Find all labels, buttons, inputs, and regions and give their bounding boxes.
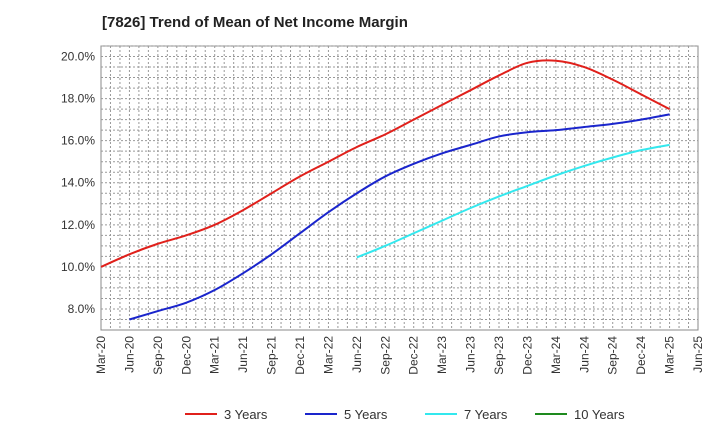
x-tick-label: Dec-21 bbox=[293, 336, 307, 375]
x-tick-label: Mar-22 bbox=[321, 336, 335, 374]
x-tick-label: Jun-23 bbox=[464, 336, 478, 373]
x-tick-label: Sep-21 bbox=[265, 336, 279, 375]
x-tick-label: Jun-22 bbox=[350, 336, 364, 373]
y-tick-label: 14.0% bbox=[61, 176, 95, 190]
x-tick-label: Mar-21 bbox=[208, 336, 222, 374]
series-line-3 bbox=[356, 143, 670, 259]
series-line-1 bbox=[100, 59, 671, 268]
series-line-2 bbox=[129, 113, 670, 321]
x-tick-label: Mar-24 bbox=[549, 336, 563, 374]
x-tick-label: Mar-23 bbox=[435, 336, 449, 374]
y-tick-label: 16.0% bbox=[61, 134, 95, 148]
y-tick-label: 18.0% bbox=[61, 92, 95, 106]
x-tick-label: Mar-20 bbox=[94, 336, 108, 374]
x-tick-label: Sep-22 bbox=[378, 336, 392, 375]
legend-label: 10 Years bbox=[574, 407, 625, 422]
y-tick-label: 8.0% bbox=[68, 302, 96, 316]
x-tick-label: Sep-23 bbox=[492, 336, 506, 375]
plot-area bbox=[100, 45, 699, 331]
x-tick-label: Jun-21 bbox=[236, 336, 250, 373]
y-tick-label: 20.0% bbox=[61, 50, 95, 64]
x-tick-label: Sep-24 bbox=[606, 336, 620, 375]
chart-title: [7826] Trend of Mean of Net Income Margi… bbox=[102, 14, 408, 31]
x-tick-label: Sep-20 bbox=[151, 336, 165, 375]
legend-label: 7 Years bbox=[464, 407, 508, 422]
x-tick-label: Mar-25 bbox=[663, 336, 677, 374]
x-tick-label: Dec-23 bbox=[520, 336, 534, 375]
y-tick-label: 10.0% bbox=[61, 260, 95, 274]
x-tick-label: Jun-20 bbox=[122, 336, 136, 373]
legend-label: 3 Years bbox=[224, 407, 268, 422]
x-tick-label: Dec-22 bbox=[407, 336, 421, 375]
legend-label: 5 Years bbox=[344, 407, 388, 422]
x-tick-label: Jun-25 bbox=[691, 336, 705, 373]
x-tick-label: Dec-20 bbox=[179, 336, 193, 375]
x-tick-label: Jun-24 bbox=[577, 336, 591, 373]
y-tick-label: 12.0% bbox=[61, 218, 95, 232]
x-tick-label: Dec-24 bbox=[634, 336, 648, 375]
